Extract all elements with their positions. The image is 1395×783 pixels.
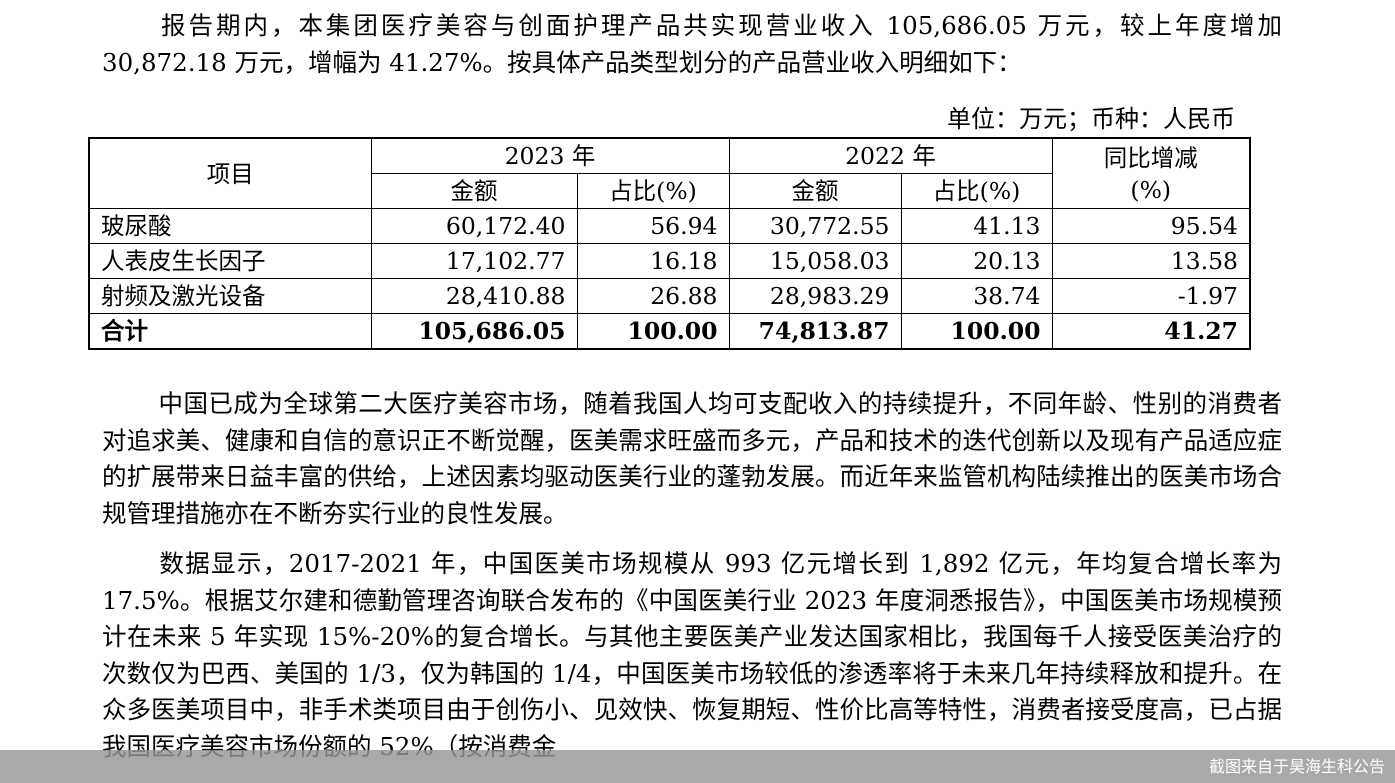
total-name: 合计 (88, 313, 372, 350)
row-name: 玻尿酸 (88, 208, 372, 244)
table-row: 玻尿酸 60,172.40 56.94 30,772.55 41.13 95.5… (88, 208, 1251, 244)
table-row: 射频及激光设备 28,410.88 26.88 28,983.29 38.74 … (88, 278, 1251, 314)
header-item: 项目 (88, 137, 372, 209)
total-share-2023: 100.00 (576, 313, 730, 350)
row-amount-2022: 15,058.03 (728, 243, 902, 279)
source-caption: 截图来自于昊海生科公告 (1208, 757, 1385, 776)
header-share-2022: 占比(%) (900, 173, 1053, 209)
row-amount-2022: 30,772.55 (728, 208, 902, 244)
table-row: 人表皮生长因子 17,102.77 16.18 15,058.03 20.13 … (88, 243, 1251, 279)
total-change: 41.27 (1051, 313, 1251, 350)
intro-text: 报告期内，本集团医疗美容与创面护理产品共实现营业收入 105,686.05 万元… (102, 11, 1282, 77)
table-total-row: 合计 105,686.05 100.00 74,813.87 100.00 41… (88, 313, 1251, 350)
row-share-2022: 38.74 (900, 278, 1053, 314)
market-text: 中国已成为全球第二大医疗美容市场，随着我国人均可支配收入的持续提升，不同年龄、性… (102, 389, 1282, 528)
header-change: 同比增减 (%) (1051, 137, 1251, 209)
row-amount-2022: 28,983.29 (728, 278, 902, 314)
data-paragraph: 数据显示，2017-2021 年，中国医美市场规模从 993 亿元增长到 1,8… (102, 546, 1282, 765)
header-amount-2022: 金额 (728, 173, 902, 209)
header-share-2023: 占比(%) (576, 173, 730, 209)
row-share-2022: 20.13 (900, 243, 1053, 279)
total-share-2022: 100.00 (900, 313, 1053, 350)
row-share-2023: 16.18 (576, 243, 730, 279)
revenue-table: 项目 2023 年 2022 年 同比增减 (%) 金额 占比(%) 金额 占比(… (88, 137, 1251, 350)
row-amount-2023: 17,102.77 (370, 243, 578, 279)
row-change: -1.97 (1051, 278, 1251, 314)
table-header-row: 项目 2023 年 2022 年 同比增减 (%) (88, 137, 1251, 209)
row-change: 95.54 (1051, 208, 1251, 244)
row-amount-2023: 60,172.40 (370, 208, 578, 244)
header-change-line2: (%) (1130, 175, 1172, 204)
header-change-line1: 同比增减 (1103, 143, 1198, 172)
row-amount-2023: 28,410.88 (370, 278, 578, 314)
header-year-2023: 2023 年 (370, 137, 730, 174)
header-amount-2023: 金额 (370, 173, 578, 209)
row-name: 人表皮生长因子 (88, 243, 372, 279)
total-amount-2023: 105,686.05 (370, 313, 578, 350)
row-share-2023: 26.88 (576, 278, 730, 314)
source-watermark-bar: 截图来自于昊海生科公告 (0, 750, 1395, 783)
row-change: 13.58 (1051, 243, 1251, 279)
header-year-2022: 2022 年 (728, 137, 1053, 174)
total-amount-2022: 74,813.87 (728, 313, 902, 350)
unit-note: 单位：万元；币种：人民币 (947, 105, 1235, 133)
row-name: 射频及激光设备 (88, 278, 372, 314)
market-paragraph: 中国已成为全球第二大医疗美容市场，随着我国人均可支配收入的持续提升，不同年龄、性… (102, 386, 1282, 532)
row-share-2022: 41.13 (900, 208, 1053, 244)
row-share-2023: 56.94 (576, 208, 730, 244)
intro-paragraph: 报告期内，本集团医疗美容与创面护理产品共实现营业收入 105,686.05 万元… (102, 8, 1282, 81)
data-text: 数据显示，2017-2021 年，中国医美市场规模从 993 亿元增长到 1,8… (102, 549, 1282, 761)
